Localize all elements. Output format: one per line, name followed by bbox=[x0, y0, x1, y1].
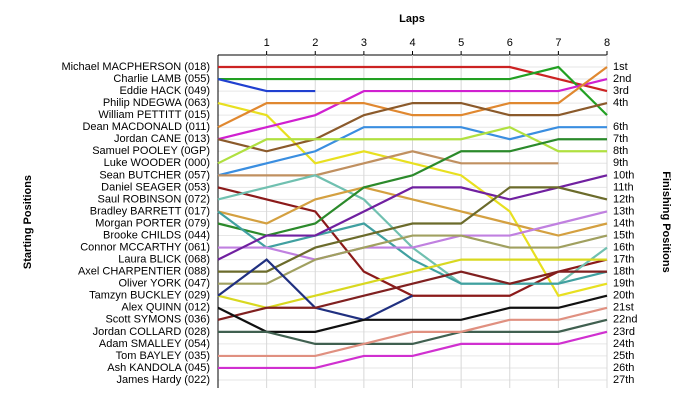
driver-line bbox=[218, 318, 608, 345]
driver-label: Michael MACPHERSON (018) bbox=[61, 61, 210, 73]
finishing-label: 13th bbox=[613, 205, 634, 217]
driver-label: Adam SMALLEY (054) bbox=[99, 338, 210, 350]
driver-label: Oliver YORK (047) bbox=[119, 278, 211, 290]
driver-label: Tamzyn BUCKLEY (029) bbox=[89, 290, 210, 302]
driver-label: Jordan COLLARD (028) bbox=[93, 326, 210, 338]
finishing-label: 10th bbox=[613, 169, 634, 181]
driver-line bbox=[217, 102, 608, 153]
driver-label: Tom BAYLEY (035) bbox=[116, 350, 210, 362]
finishing-label: 17th bbox=[613, 254, 634, 266]
finishing-label: 26th bbox=[613, 362, 634, 374]
driver-line bbox=[218, 186, 608, 273]
finishing-label: 7th bbox=[613, 133, 628, 145]
driver-label: Dean MACDONALD (011) bbox=[82, 121, 210, 133]
finishing-label: 19th bbox=[613, 278, 634, 290]
driver-label: Scott SYMONS (036) bbox=[105, 314, 210, 326]
driver-line bbox=[217, 77, 608, 141]
driver-label: Alex QUINN (012) bbox=[121, 302, 210, 314]
driver-line bbox=[217, 102, 608, 297]
driver-label: Connor MCCARTHY (061) bbox=[80, 241, 210, 253]
driver-label: Saul ROBINSON (072) bbox=[98, 193, 210, 205]
driver-line bbox=[218, 65, 608, 116]
driver-label: Laura BLICK (068) bbox=[118, 254, 210, 266]
driver-line bbox=[217, 294, 608, 333]
driver-label: Eddie HACK (049) bbox=[120, 85, 211, 97]
finishing-label: 24th bbox=[613, 338, 634, 350]
y-axis-label: Starting Positions bbox=[22, 175, 34, 269]
finishing-label: 9th bbox=[613, 157, 628, 169]
driver-label: Samuel POOLEY (0GP) bbox=[92, 145, 210, 157]
finishing-label: 2nd bbox=[613, 73, 631, 85]
finishing-label: 4th bbox=[613, 97, 628, 109]
driver-line bbox=[217, 270, 607, 321]
driver-label: Brooke CHILDS (044) bbox=[103, 229, 210, 241]
finishing-label: 18th bbox=[613, 266, 634, 278]
finishing-label: 27th bbox=[613, 374, 634, 386]
driver-line bbox=[218, 150, 559, 177]
driver-line bbox=[218, 65, 608, 93]
x-tick-label: 3 bbox=[361, 37, 367, 49]
driver-label: Jordan CANE (013) bbox=[114, 133, 210, 145]
driver-label: Sean BUTCHER (057) bbox=[99, 169, 210, 181]
driver-line bbox=[217, 186, 608, 237]
driver-label: Ash KANDOLA (045) bbox=[107, 362, 210, 374]
finishing-label: 22nd bbox=[613, 314, 637, 326]
driver-line bbox=[218, 330, 608, 370]
finishing-label: 3rd bbox=[613, 85, 629, 97]
driver-label: Charlie LAMB (055) bbox=[113, 73, 210, 85]
finishing-label: 8th bbox=[613, 145, 628, 157]
x-tick-label: 1 bbox=[264, 37, 270, 49]
x-tick-label: 4 bbox=[409, 37, 415, 49]
driver-line bbox=[218, 210, 608, 261]
x-tick-label: 8 bbox=[604, 37, 610, 49]
driver-label: Luke WOODER (000) bbox=[104, 157, 210, 169]
driver-label: Morgan PORTER (079) bbox=[95, 217, 210, 229]
driver-line bbox=[218, 306, 608, 358]
driver-line bbox=[217, 174, 608, 261]
finishing-label: 25th bbox=[613, 350, 634, 362]
driver-label: Bradley BARRETT (017) bbox=[90, 205, 210, 217]
finishing-label: 12th bbox=[613, 193, 634, 205]
driver-label: Axel CHARPENTIER (088) bbox=[78, 266, 210, 278]
finishing-label: 20th bbox=[613, 290, 634, 302]
finishing-label: 15th bbox=[613, 229, 634, 241]
driver-label: James Hardy (022) bbox=[116, 374, 210, 386]
x-tick-label: 2 bbox=[312, 37, 318, 49]
driver-label: Daniel SEAGER (053) bbox=[101, 181, 210, 193]
driver-line bbox=[217, 138, 607, 237]
driver-line bbox=[217, 66, 608, 129]
finishing-label: 11th bbox=[613, 181, 634, 193]
driver-line bbox=[217, 258, 607, 309]
finishing-label: 16th bbox=[613, 241, 634, 253]
driver-line bbox=[217, 210, 608, 285]
y2-axis-label: Finishing Positions bbox=[660, 171, 672, 272]
driver-line bbox=[217, 77, 316, 93]
chart-title: Laps bbox=[399, 13, 425, 25]
driver-label: Philip NDEGWA (063) bbox=[103, 97, 210, 109]
finishing-label: 14th bbox=[613, 217, 634, 229]
finishing-label: 6th bbox=[613, 121, 628, 133]
finishing-label: 1st bbox=[613, 61, 628, 73]
driver-line bbox=[217, 126, 607, 177]
finishing-label: 23rd bbox=[613, 326, 635, 338]
x-tick-label: 5 bbox=[458, 37, 464, 49]
finishing-label: 21st bbox=[613, 302, 634, 314]
driver-label: William PETTITT (015) bbox=[98, 109, 210, 121]
x-tick-label: 6 bbox=[507, 37, 513, 49]
x-tick-label: 7 bbox=[555, 37, 561, 49]
